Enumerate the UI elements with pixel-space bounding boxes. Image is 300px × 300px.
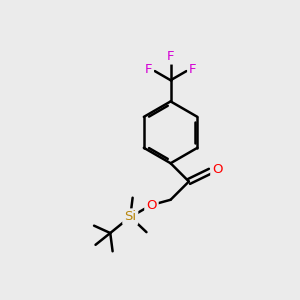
Text: F: F xyxy=(189,63,196,76)
Text: Si: Si xyxy=(124,210,136,223)
Text: O: O xyxy=(212,163,223,176)
Text: F: F xyxy=(145,63,152,76)
Text: F: F xyxy=(167,50,174,63)
Text: O: O xyxy=(146,199,157,212)
